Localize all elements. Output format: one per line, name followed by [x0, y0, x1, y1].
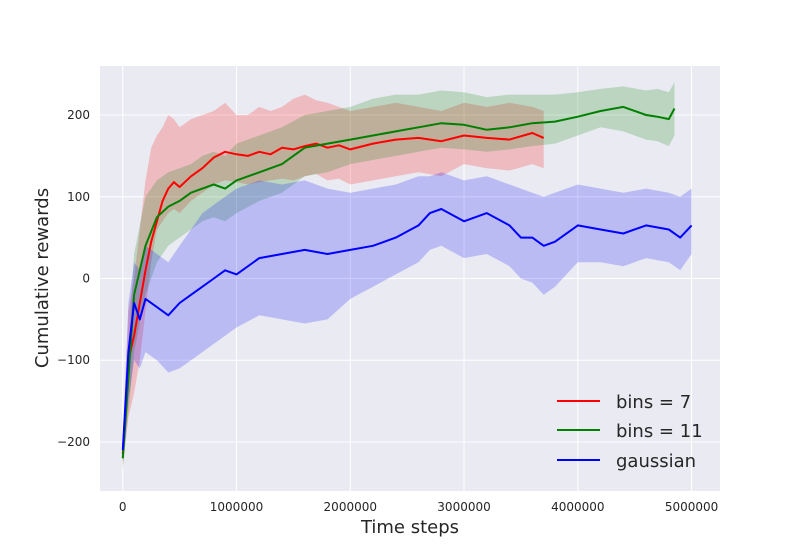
- x-axis-ticks: 0 1000000 2000000 3000000 4000000 5000000: [119, 500, 718, 514]
- line-bins-7: [121, 132, 545, 455]
- y-tick-label: 0: [82, 272, 90, 286]
- x-tick-label: 4000000: [551, 500, 604, 514]
- y-axis-label: Cumulative rewards: [32, 188, 53, 368]
- x-axis-label: Time steps: [360, 517, 459, 538]
- confidence-bands: [122, 82, 692, 471]
- y-tick-label: −100: [57, 353, 90, 367]
- grid-lines: [100, 66, 720, 491]
- legend-label-gaussian: gaussian: [616, 451, 696, 472]
- y-axis-ticks: −200 −100 0 100 200: [57, 108, 90, 449]
- legend-label-bins-11: bins = 11: [616, 421, 703, 442]
- x-tick-label: 2000000: [324, 500, 377, 514]
- legend-label-bins-7: bins = 7: [616, 392, 691, 413]
- series-lines: [121, 105, 693, 459]
- band-bins-7: [122, 94, 544, 467]
- y-tick-label: 200: [67, 108, 90, 122]
- x-tick-label: 0: [119, 500, 127, 514]
- x-tick-label: 1000000: [210, 500, 263, 514]
- legend: bins = 7 bins = 11 gaussian: [557, 392, 703, 472]
- y-tick-label: −200: [57, 435, 90, 449]
- line-gaussian: [121, 208, 693, 451]
- x-tick-label: 5000000: [665, 500, 718, 514]
- y-tick-label: 100: [67, 190, 90, 204]
- band-bins-11: [122, 82, 675, 471]
- line-bins-11: [121, 105, 676, 459]
- band-gaussian: [122, 172, 692, 463]
- x-tick-label: 3000000: [437, 500, 490, 514]
